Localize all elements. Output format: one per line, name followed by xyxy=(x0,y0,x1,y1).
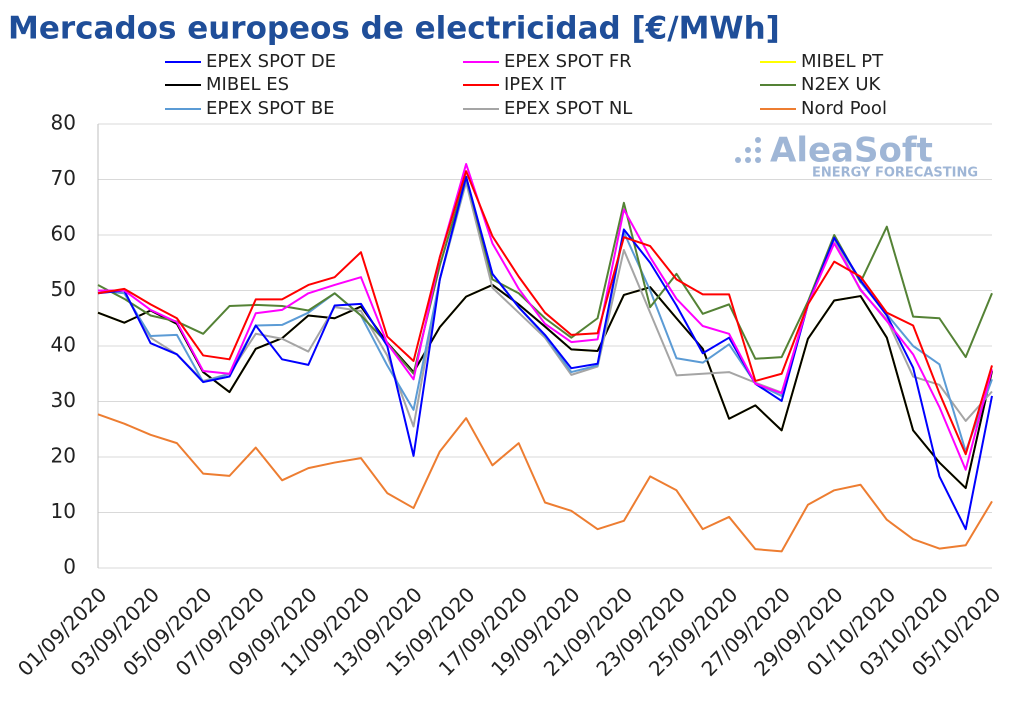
y-tick-label: 50 xyxy=(51,277,76,301)
watermark-dots xyxy=(735,137,761,163)
legend-label: Nord Pool xyxy=(801,98,887,119)
watermark: AleaSoft xyxy=(770,131,933,171)
y-tick-label: 10 xyxy=(51,499,76,523)
y-tick-label: 40 xyxy=(51,333,76,357)
y-tick-label: 20 xyxy=(51,444,76,468)
legend-label: MIBEL ES xyxy=(206,74,289,95)
series-line xyxy=(98,162,993,471)
series-line xyxy=(97,178,993,453)
y-tick-label: 80 xyxy=(51,111,76,135)
legend-label: EPEX SPOT BE xyxy=(206,98,335,119)
chart-title: Mercados europeos de electricidad [€/MWh… xyxy=(8,11,780,47)
y-tick-label: 70 xyxy=(51,166,76,190)
series-line xyxy=(97,283,993,490)
series-line xyxy=(97,181,993,428)
series-line xyxy=(97,175,993,531)
legend-label: MIBEL PT xyxy=(801,51,884,72)
watermark: ENERGY FORECASTING xyxy=(812,166,978,181)
legend-label: IPEX IT xyxy=(504,74,567,95)
legend-label: EPEX SPOT FR xyxy=(504,51,632,72)
y-tick-label: 60 xyxy=(51,222,76,246)
series-line xyxy=(97,170,993,456)
y-tick-label: 30 xyxy=(51,388,76,412)
legend-label: EPEX SPOT NL xyxy=(504,98,632,119)
legend-label: EPEX SPOT DE xyxy=(206,51,336,72)
y-tick-label: 0 xyxy=(63,555,76,579)
series-line xyxy=(97,413,993,553)
legend-label: N2EX UK xyxy=(801,74,882,95)
